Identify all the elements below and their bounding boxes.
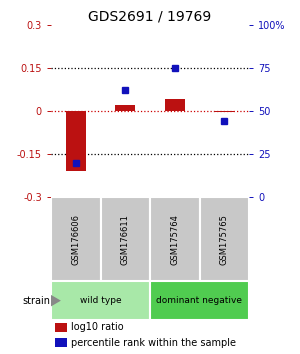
Bar bbox=[51, 197, 100, 281]
Bar bbox=[51, 281, 150, 320]
Text: GSM175764: GSM175764 bbox=[170, 214, 179, 265]
Text: percentile rank within the sample: percentile rank within the sample bbox=[71, 338, 236, 348]
Text: GSM176611: GSM176611 bbox=[121, 214, 130, 265]
Text: GSM175765: GSM175765 bbox=[220, 214, 229, 265]
Bar bbox=[214, 111, 234, 113]
Bar bbox=[150, 197, 200, 281]
Bar bbox=[150, 281, 249, 320]
Title: GDS2691 / 19769: GDS2691 / 19769 bbox=[88, 10, 212, 24]
Bar bbox=[55, 338, 67, 347]
Text: wild type: wild type bbox=[80, 296, 121, 305]
Bar bbox=[100, 197, 150, 281]
Bar bbox=[200, 197, 249, 281]
Text: log10 ratio: log10 ratio bbox=[71, 322, 123, 332]
Polygon shape bbox=[51, 295, 61, 307]
Bar bbox=[66, 111, 86, 171]
Bar bbox=[55, 323, 67, 332]
Bar bbox=[165, 99, 185, 111]
Text: GSM176606: GSM176606 bbox=[71, 214, 80, 265]
Text: strain: strain bbox=[22, 296, 50, 306]
Text: dominant negative: dominant negative bbox=[157, 296, 242, 305]
Bar bbox=[115, 105, 135, 111]
